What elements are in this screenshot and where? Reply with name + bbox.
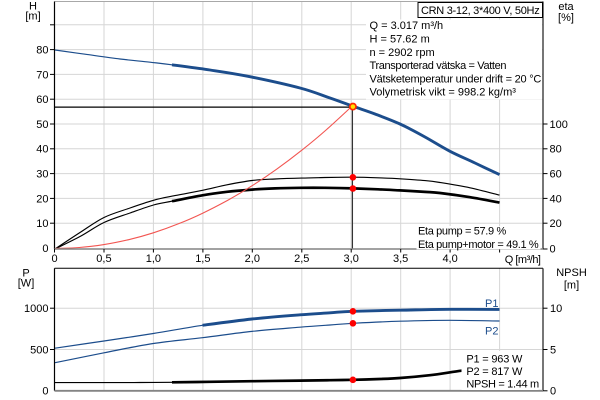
svg-text:1,5: 1,5 [195,253,210,265]
svg-text:Q [m³/h]: Q [m³/h] [505,254,541,266]
svg-text:50: 50 [36,119,48,131]
svg-text:80: 80 [550,144,562,156]
svg-text:0: 0 [550,244,556,256]
svg-text:70: 70 [36,69,48,81]
svg-text:[W]: [W] [18,277,35,289]
svg-text:5: 5 [550,344,556,356]
svg-text:Vätsketemperatur under drift =: Vätsketemperatur under drift = 20 °C [370,73,542,85]
svg-text:CRN 3-12, 3*400 V, 50Hz: CRN 3-12, 3*400 V, 50Hz [421,5,540,17]
svg-text:2,5: 2,5 [294,253,309,265]
svg-text:H: H [29,0,37,12]
svg-text:n = 2902 rpm: n = 2902 rpm [370,47,435,59]
svg-text:P1: P1 [485,298,498,310]
svg-text:[m]: [m] [564,279,579,291]
svg-text:Q = 3.017 m³/h: Q = 3.017 m³/h [370,20,444,32]
svg-text:1000: 1000 [24,303,48,315]
svg-text:Eta pump+motor = 49.1 %: Eta pump+motor = 49.1 % [418,239,539,251]
svg-text:4,0: 4,0 [442,253,457,265]
svg-text:1,0: 1,0 [146,253,161,265]
svg-text:0: 0 [51,253,57,265]
svg-text:20: 20 [36,193,48,205]
svg-text:10: 10 [550,303,562,315]
svg-text:0: 0 [550,385,556,397]
svg-text:P: P [22,267,29,279]
svg-text:80: 80 [36,45,48,57]
svg-text:P2 = 817 W: P2 = 817 W [466,366,523,378]
svg-text:0: 0 [42,243,48,255]
svg-text:NPSH: NPSH [556,267,587,279]
svg-text:500: 500 [30,344,48,356]
svg-text:eta: eta [558,1,574,13]
svg-text:Volymetrisk vikt = 998.2 kg/m³: Volymetrisk vikt = 998.2 kg/m³ [370,87,517,99]
svg-text:60: 60 [36,94,48,106]
svg-text:Eta pump = 57.9 %: Eta pump = 57.9 % [418,226,506,238]
svg-text:0,5: 0,5 [96,253,111,265]
svg-text:3,5: 3,5 [393,253,408,265]
svg-text:Transporterad vätska = Vatten: Transporterad vätska = Vatten [370,60,507,72]
svg-text:40: 40 [550,193,562,205]
svg-text:P1 = 963 W: P1 = 963 W [466,353,523,365]
svg-text:P2: P2 [485,325,498,337]
svg-text:0: 0 [42,385,48,397]
svg-text:10: 10 [36,218,48,230]
svg-text:20: 20 [550,218,562,230]
svg-text:[m]: [m] [25,11,40,23]
svg-text:H = 57.62 m: H = 57.62 m [370,34,430,46]
svg-text:[%]: [%] [558,12,574,24]
svg-text:40: 40 [36,144,48,156]
svg-text:3,0: 3,0 [344,253,359,265]
svg-text:2,0: 2,0 [245,253,260,265]
svg-text:30: 30 [36,169,48,181]
svg-text:60: 60 [550,169,562,181]
svg-text:NPSH = 1.44 m: NPSH = 1.44 m [466,378,539,390]
svg-text:100: 100 [550,119,568,131]
